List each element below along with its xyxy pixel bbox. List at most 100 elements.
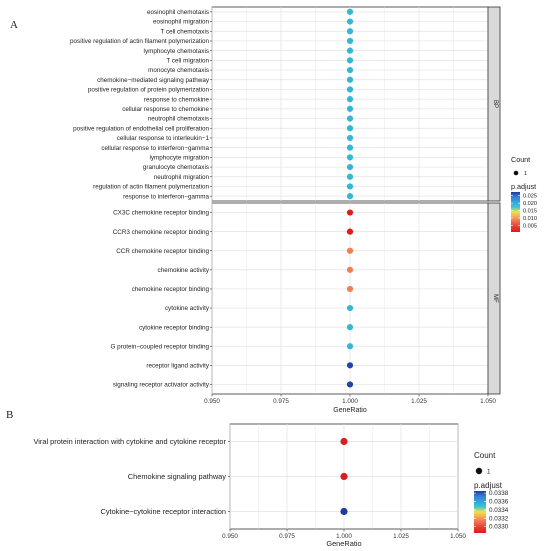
panel-b-x-axis: 0.950 0.975 1.000 1.025 1.050 (222, 529, 466, 540)
y-category-label: cellular response to interleukin−1 (117, 135, 210, 142)
x-tick-label: 1.050 (480, 398, 496, 405)
y-category-label: CX3C chemokine receptor binding (113, 210, 209, 217)
legend-colorbar-label: 0.0336 (489, 499, 509, 506)
data-point (346, 37, 354, 45)
legend-color-title: p.adjust (511, 182, 536, 191)
x-tick-label: 1.025 (393, 533, 409, 540)
data-point (346, 285, 354, 293)
y-category-label: monocyte chemotaxis (148, 67, 209, 74)
legend-colorbar-label: 0.0332 (489, 515, 509, 522)
legend-colorbar-label: 0.0338 (489, 490, 509, 497)
x-tick-label: 0.950 (222, 533, 238, 540)
data-point (346, 18, 354, 25)
data-point (346, 304, 354, 312)
panel-b-plot: Viral protein interaction with cytokine … (33, 423, 459, 530)
data-point (346, 144, 354, 151)
legend-colorbar-label: 0.010 (523, 216, 537, 222)
x-tick-label: 0.975 (279, 533, 295, 540)
legend-count-dot (475, 467, 483, 475)
y-category-label: positive regulation of endothelial cell … (73, 125, 209, 132)
data-point (346, 173, 354, 180)
data-point (346, 362, 354, 369)
y-category-label: T cell chemotaxis (160, 28, 209, 35)
legend-colorbar (511, 192, 520, 232)
panel-b: B Viral protein interaction with cytokin… (6, 409, 509, 548)
legend-colorbar-label: 0.020 (523, 201, 537, 207)
panel-a-x-axis: 0.950 0.975 1.000 1.025 1.050 (204, 394, 496, 405)
x-tick-label: 0.950 (204, 398, 220, 405)
y-category-label: chemokine receptor binding (132, 286, 210, 293)
y-category-label: T cell migration (166, 57, 209, 64)
panel-a-x-axis-title: GeneRatio (333, 407, 367, 414)
y-category-label: signaling receptor activator activity (113, 382, 210, 389)
y-category-label: Viral protein interaction with cytokine … (33, 437, 226, 446)
x-tick-label: 1.000 (342, 398, 358, 405)
bp-facet: eosinophil chemotaxis eosinophil migratio… (70, 6, 501, 202)
data-point (346, 115, 354, 122)
y-category-label: response to interferon−gamma (123, 193, 209, 200)
y-category-label: neutrophil chemotaxis (148, 116, 209, 123)
facet-strip-label: MF (492, 294, 498, 303)
data-point (346, 324, 354, 331)
y-category-label: CCR3 chemokine receptor binding (113, 229, 210, 236)
facet-strip-label: BP (492, 100, 498, 108)
data-point (346, 209, 354, 216)
y-category-label: receptor ligand activity (146, 362, 210, 369)
legend-count-title: Count (511, 155, 530, 164)
data-point (346, 28, 354, 35)
legend-count-title: Count (474, 451, 496, 460)
legend-count-value: 1 (524, 171, 527, 177)
y-category-label: lymphocyte migration (150, 154, 210, 161)
legend-colorbar-label: 0.0334 (489, 507, 509, 514)
y-category-label: Cytokine−cytokine receptor interaction (100, 507, 226, 516)
data-point (346, 57, 354, 64)
legend-count-dot (513, 170, 519, 176)
legend-colorbar (474, 491, 486, 533)
data-point (340, 437, 348, 446)
data-point (346, 163, 354, 171)
y-category-label: granulocyte chemotaxis (143, 164, 209, 171)
legend-colorbar-label: 0.015 (523, 209, 537, 215)
data-point (346, 47, 354, 54)
legend-colorbar-label: 0.005 (523, 223, 537, 229)
data-point (346, 86, 354, 93)
x-tick-label: 0.975 (273, 398, 289, 405)
data-point (346, 66, 354, 74)
mf-facet: CX3C chemokine receptor binding CCR3 chem… (110, 202, 501, 395)
x-tick-label: 1.025 (411, 398, 427, 405)
y-category-label: cytokine receptor binding (139, 324, 210, 331)
data-point (346, 247, 354, 254)
y-category-label: cytokine activity (165, 305, 210, 312)
data-point (340, 472, 348, 481)
x-tick-label: 1.050 (450, 533, 466, 540)
panel-a-letter: A (10, 19, 18, 31)
data-point (346, 343, 354, 350)
data-point (346, 105, 354, 112)
y-category-label: regulation of actin filament polymerizat… (93, 184, 209, 191)
data-point (346, 76, 354, 83)
y-category-label: lymphocyte chemotaxis (144, 48, 209, 55)
facet-strip (487, 202, 501, 395)
data-point (346, 96, 354, 103)
legend-count-value: 1 (487, 469, 491, 476)
data-point (346, 193, 354, 200)
facet-strip (487, 6, 501, 202)
y-category-label: neutrophil migration (154, 174, 210, 181)
data-point (346, 8, 354, 15)
y-category-label: CCR chemokine receptor binding (116, 248, 209, 255)
data-point (340, 507, 348, 516)
data-point (346, 228, 354, 235)
y-category-label: eosinophil migration (153, 19, 210, 26)
data-point (346, 154, 354, 161)
data-point (346, 134, 354, 142)
y-category-label: response to chemokine (144, 96, 210, 103)
y-category-label: positive regulation of protein polymeriz… (88, 87, 210, 94)
y-category-label: cellular response to chemokine (122, 106, 209, 113)
y-category-label: chemokine activity (158, 267, 210, 274)
data-point (346, 266, 354, 273)
panel-b-x-axis-title: GeneRatio (326, 539, 361, 548)
y-category-label: cellular response to interferon−gamma (101, 145, 209, 152)
data-point (346, 381, 354, 388)
y-category-label: eosinophil chemotaxis (147, 9, 209, 16)
